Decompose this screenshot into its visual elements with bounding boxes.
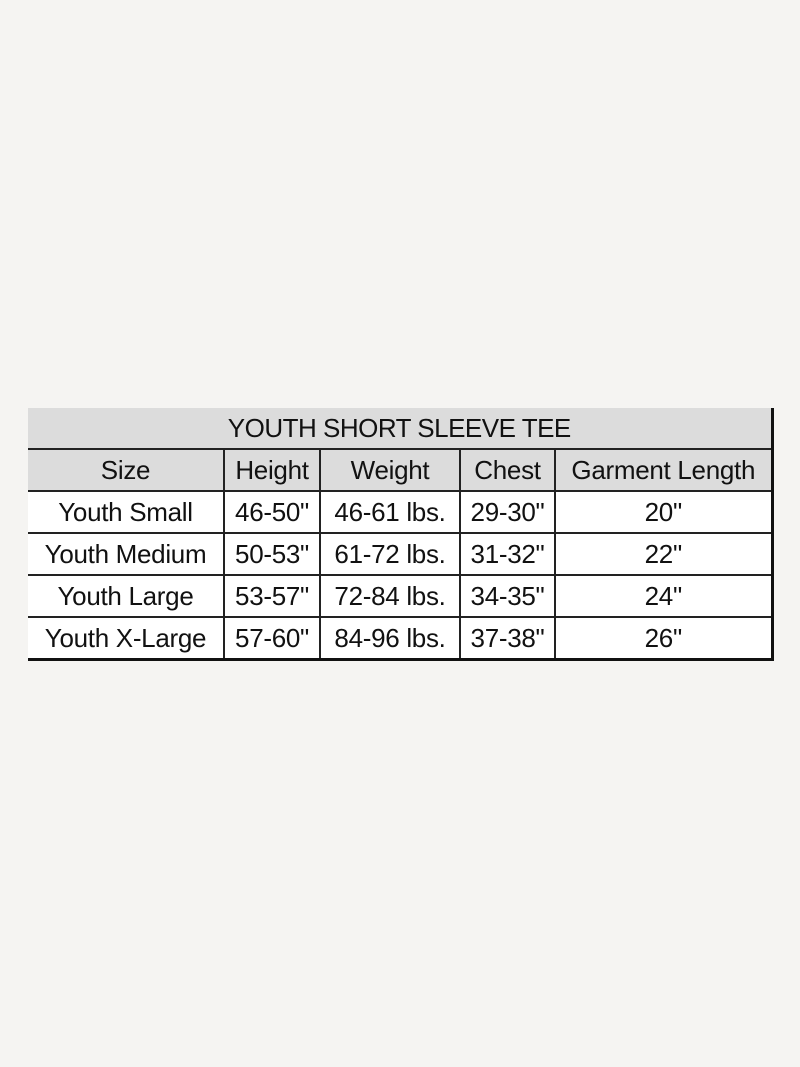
- cell-height: 57-60": [223, 616, 321, 661]
- header-height: Height: [223, 448, 321, 492]
- cell-weight: 72-84 lbs.: [319, 574, 461, 618]
- cell-weight: 46-61 lbs.: [319, 490, 461, 534]
- cell-height: 53-57": [223, 574, 321, 618]
- table-title-row: YOUTH SHORT SLEEVE TEE: [28, 408, 774, 450]
- table-title: YOUTH SHORT SLEEVE TEE: [28, 408, 774, 450]
- table-header-row: Size Height Weight Chest Garment Length: [28, 448, 774, 492]
- table-row: Youth Medium 50-53" 61-72 lbs. 31-32" 22…: [28, 532, 774, 576]
- cell-chest: 31-32": [459, 532, 556, 576]
- cell-chest: 37-38": [459, 616, 556, 661]
- cell-chest: 29-30": [459, 490, 556, 534]
- cell-size: Youth Large: [28, 574, 225, 618]
- cell-garment-length: 26": [553, 616, 774, 661]
- cell-weight: 84-96 lbs.: [319, 616, 461, 661]
- table-row: Youth Large 53-57" 72-84 lbs. 34-35" 24": [28, 574, 774, 618]
- cell-height: 46-50": [223, 490, 321, 534]
- cell-height: 50-53": [223, 532, 321, 576]
- cell-garment-length: 22": [553, 532, 774, 576]
- table-row: Youth Small 46-50" 46-61 lbs. 29-30" 20": [28, 490, 774, 534]
- size-chart-table: YOUTH SHORT SLEEVE TEE Size Height Weigh…: [28, 408, 774, 661]
- header-size: Size: [28, 448, 225, 492]
- header-garment-length: Garment Length: [553, 448, 774, 492]
- header-chest: Chest: [459, 448, 556, 492]
- cell-garment-length: 20": [553, 490, 774, 534]
- cell-chest: 34-35": [459, 574, 556, 618]
- cell-size: Youth X-Large: [28, 616, 225, 661]
- cell-weight: 61-72 lbs.: [319, 532, 461, 576]
- cell-garment-length: 24": [553, 574, 774, 618]
- cell-size: Youth Small: [28, 490, 225, 534]
- table-row: Youth X-Large 57-60" 84-96 lbs. 37-38" 2…: [28, 616, 774, 661]
- header-weight: Weight: [319, 448, 461, 492]
- cell-size: Youth Medium: [28, 532, 225, 576]
